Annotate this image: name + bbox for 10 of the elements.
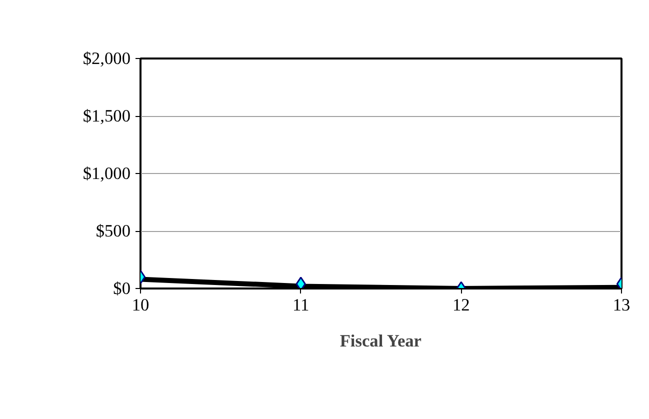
y-tick-label: $2,000 — [82, 49, 131, 68]
x-tick-label: 10 — [132, 296, 150, 314]
x-axis-title: Fiscal Year — [340, 332, 422, 350]
y-tick-label: $1,500 — [82, 106, 131, 126]
y-tick-label: $0 — [113, 279, 130, 298]
x-tick-label: 13 — [612, 296, 630, 314]
y-tick-label: $1,000 — [82, 164, 131, 183]
x-tick-label: 11 — [292, 296, 310, 314]
x-tick-label: 12 — [452, 296, 470, 314]
y-tick-label: $500 — [96, 222, 130, 240]
